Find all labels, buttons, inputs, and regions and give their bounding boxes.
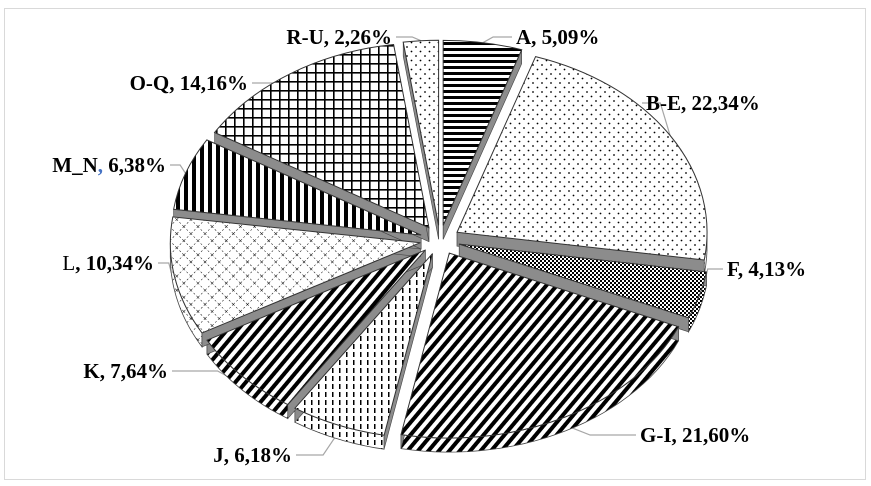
data-label-g-i: G-I, 21,60% (640, 423, 750, 447)
data-label-m_n: M_N, 6,38% (52, 153, 166, 177)
data-label-r-u: R-U, 2,26% (286, 25, 392, 49)
data-label-l: L, 10,34% (62, 251, 154, 275)
slice-a (442, 39, 523, 226)
data-label-a: A, 5,09% (516, 25, 599, 49)
leader-line-m_n (170, 164, 187, 174)
data-label-b-e: B-E, 22,34% (646, 91, 760, 115)
chart-area (4, 8, 866, 480)
leader-line-r-u (396, 36, 422, 42)
slice-o-q (213, 43, 430, 229)
data-label-f: F, 4,13% (727, 257, 806, 281)
data-label-k: K, 7,64% (83, 359, 168, 383)
slice-r-u (402, 39, 440, 226)
leader-line-a (482, 36, 512, 44)
slice-tops (169, 39, 708, 439)
leader-line-g-i (565, 424, 636, 436)
slice-k (206, 249, 426, 406)
slice-j (294, 253, 433, 436)
slice-b-e (456, 56, 708, 261)
data-labels: A, 5,09% B-E, 22,34% F, 4,13% G-I, 21,60% J,… (52, 25, 806, 467)
slice-l (169, 216, 421, 334)
slice-f (459, 243, 708, 319)
leader-line-b-e (642, 102, 671, 136)
slice-g-i (400, 252, 680, 439)
slice-m_n (173, 139, 422, 236)
data-label-j: J, 6,18% (213, 443, 292, 467)
leader-line-j (296, 432, 339, 456)
data-label-o-q: O-Q, 14,16% (130, 71, 248, 95)
